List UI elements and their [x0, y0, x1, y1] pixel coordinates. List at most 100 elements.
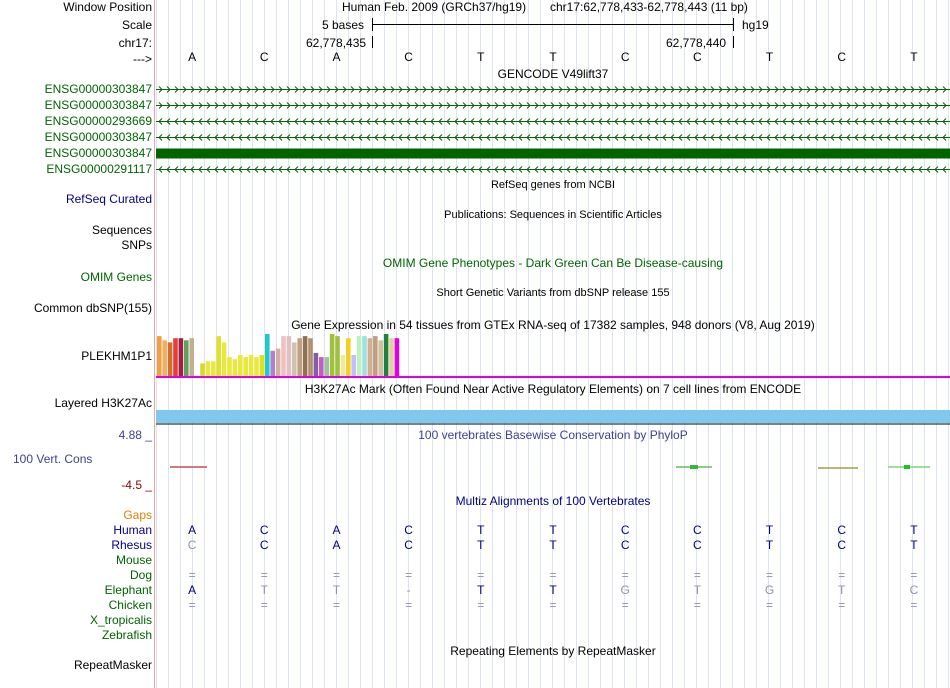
gene-strand-chevron [422, 118, 427, 125]
species-label[interactable]: Dog [129, 568, 152, 582]
gene-strand-chevron [246, 134, 251, 141]
species-label[interactable]: Zebrafish [101, 628, 152, 642]
gene-strand-chevron [910, 86, 915, 93]
gene-strand-chevron [518, 134, 523, 141]
gene-label[interactable]: ENSG00000303847 [44, 146, 152, 160]
gtex-tissue-bar [216, 336, 221, 376]
gene-strand-chevron [334, 166, 339, 173]
gene-label[interactable]: ENSG00000303847 [44, 130, 152, 144]
gene-strand-chevron [414, 102, 419, 109]
gtex-tissue-bar [265, 334, 270, 376]
gene-strand-chevron [798, 134, 803, 141]
gene-strand-chevron [702, 102, 707, 109]
gene-label[interactable]: ENSG00000291117 [46, 162, 152, 176]
window-position-label: Window Position [63, 0, 152, 14]
gtex-tissue-bar [383, 334, 389, 376]
gene-strand-chevron [462, 166, 467, 173]
gene-strand-chevron [254, 134, 259, 141]
gene-label[interactable]: ENSG00000293669 [44, 114, 152, 128]
gtex-tissue-bar [351, 355, 356, 376]
cons-label[interactable]: 100 Vert. Cons [13, 452, 93, 466]
alignment-base: G [764, 583, 775, 597]
species-label[interactable]: Human [113, 523, 152, 537]
gene-label[interactable]: ENSG00000303847 [44, 82, 152, 96]
gene-strand-chevron [806, 102, 811, 109]
gene-strand-chevron [718, 118, 723, 125]
gaps-label[interactable]: Gaps [123, 508, 152, 522]
gene-strand-chevron [806, 134, 811, 141]
species-label[interactable]: Mouse [115, 553, 152, 567]
gene-strand-chevron [646, 166, 651, 173]
sequences-label[interactable]: Sequences [91, 223, 152, 237]
gene-strand-chevron [902, 166, 907, 173]
gene-strand-chevron [766, 166, 771, 173]
gene-strand-chevron [702, 166, 707, 173]
gene-strand-chevron [438, 118, 443, 125]
gene-strand-chevron [910, 118, 915, 125]
gene-strand-chevron [822, 102, 827, 109]
gtex-tissue-bar [367, 338, 373, 376]
gene-strand-chevron [718, 102, 723, 109]
gencode-title: GENCODE V49lift37 [497, 67, 609, 81]
gene-strand-chevron [470, 118, 475, 125]
alignment-base: C [259, 523, 269, 537]
gene-strand-chevron [830, 118, 835, 125]
gene-strand-chevron [654, 86, 659, 93]
gene-strand-chevron [494, 118, 499, 125]
gene-strand-chevron [478, 134, 483, 141]
base-letter: T [765, 50, 774, 64]
species-label[interactable]: Chicken [108, 598, 152, 612]
gene-strand-chevron [846, 134, 851, 141]
gene-strand-chevron [758, 102, 763, 109]
gene-strand-chevron [662, 102, 667, 109]
gene-strand-chevron [438, 134, 443, 141]
gene-strand-chevron [630, 134, 635, 141]
gene-strand-chevron [702, 118, 707, 125]
gene-strand-chevron [222, 166, 227, 173]
repeatmasker-label[interactable]: RepeatMasker [73, 658, 152, 672]
omim-label[interactable]: OMIM Genes [80, 270, 152, 284]
species-label[interactable]: Elephant [104, 583, 152, 597]
gene-strand-chevron [278, 134, 283, 141]
alignment-base: = [693, 598, 701, 612]
alignment-base: A [332, 538, 341, 552]
gene-strand-chevron [318, 166, 323, 173]
gene-strand-chevron [318, 102, 323, 109]
chrom-label: chr17: [118, 36, 152, 50]
gene-strand-chevron [878, 102, 883, 109]
gtex-tissue-bar [308, 338, 313, 376]
refseq-label[interactable]: RefSeq Curated [65, 192, 152, 206]
gene-strand-chevron [598, 86, 603, 93]
gene-strand-chevron [766, 102, 771, 109]
species-label[interactable]: X_tropicalis [89, 613, 152, 627]
gene-strand-chevron [718, 86, 723, 93]
gene-strand-chevron [238, 166, 243, 173]
gene-strand-chevron [214, 102, 219, 109]
gene-strand-chevron [830, 102, 835, 109]
species-label[interactable]: Rhesus [111, 538, 152, 552]
gene-strand-chevron [542, 134, 547, 141]
gene-strand-chevron [550, 134, 555, 141]
gene-strand-chevron [366, 86, 371, 93]
gene-strand-chevron [294, 166, 299, 173]
gtex-gene-label[interactable]: PLEKHM1P1 [81, 349, 152, 363]
gene-strand-chevron [254, 86, 259, 93]
gene-strand-chevron [198, 86, 203, 93]
gene-strand-chevron [438, 86, 443, 93]
gene-strand-chevron [382, 86, 387, 93]
base-letter: C [620, 50, 630, 64]
gene-strand-chevron [270, 166, 275, 173]
gene-strand-chevron [886, 118, 891, 125]
h3k27ac-label[interactable]: Layered H3K27Ac [54, 396, 152, 410]
gtex-tissue-bar [221, 342, 227, 376]
dbsnp-label[interactable]: Common dbSNP(155) [33, 301, 152, 315]
gene-strand-chevron [718, 166, 723, 173]
scale-text: 5 bases [322, 18, 365, 32]
gene-strand-chevron [406, 102, 411, 109]
snps-label[interactable]: SNPs [121, 238, 152, 252]
gene-strand-chevron [390, 166, 395, 173]
gene-strand-chevron [342, 86, 347, 93]
gene-strand-chevron [782, 102, 787, 109]
gene-label[interactable]: ENSG00000303847 [44, 98, 152, 112]
gene-strand-chevron [238, 134, 243, 141]
